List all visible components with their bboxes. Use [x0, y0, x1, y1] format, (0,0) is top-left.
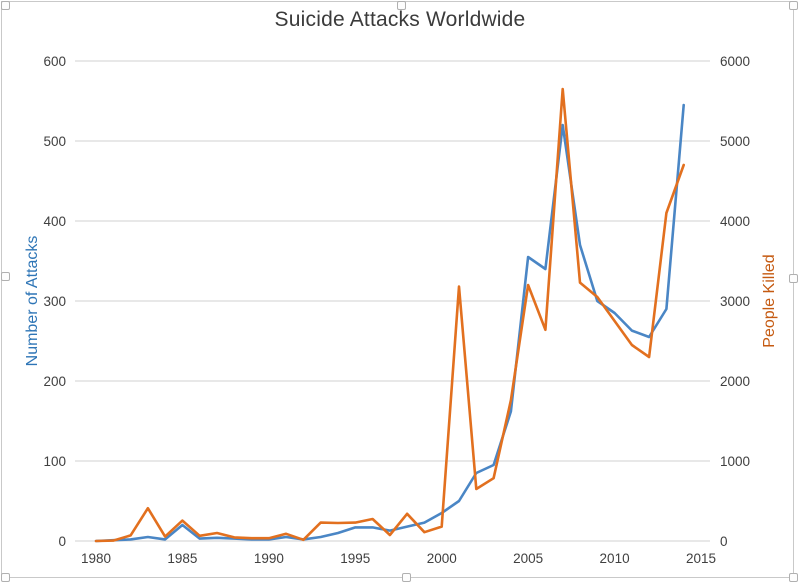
resize-handle-nw[interactable] — [1, 1, 10, 10]
resize-handle-se[interactable] — [789, 573, 798, 582]
y-right-tick-label: 5000 — [720, 134, 750, 149]
killed-line — [94, 87, 686, 543]
resize-handle-n[interactable] — [397, 1, 406, 10]
resize-handle-w[interactable] — [1, 272, 10, 281]
y-left-tick-label: 300 — [43, 294, 66, 309]
resize-handle-sw[interactable] — [1, 573, 10, 582]
x-tick-label: 2000 — [427, 551, 457, 566]
y-right-tick-label: 1000 — [720, 454, 750, 469]
gridlines — [75, 60, 710, 542]
y-right-tick-label: 2000 — [720, 374, 750, 389]
y-left-tick-label: 200 — [43, 374, 66, 389]
chart-title: Suicide Attacks Worldwide — [274, 8, 526, 31]
x-tick-label: 2005 — [513, 551, 543, 566]
y-right-tick-label: 3000 — [720, 294, 750, 309]
y-right-tick-label: 6000 — [720, 54, 750, 69]
x-tick-label: 1995 — [340, 551, 370, 566]
x-tick-label: 2010 — [600, 551, 630, 566]
y-left-tick-label: 600 — [43, 54, 66, 69]
resize-handle-s[interactable] — [402, 573, 411, 582]
x-tick-label: 1990 — [254, 551, 284, 566]
x-tick-label: 1980 — [81, 551, 111, 566]
attacks-line — [94, 103, 686, 543]
y-left-tick-label: 0 — [58, 534, 66, 549]
series-lines — [94, 87, 686, 543]
y-left-tick-label: 500 — [43, 134, 66, 149]
y-left-tick-label: 100 — [43, 454, 66, 469]
y-right-tick-label: 0 — [720, 534, 728, 549]
y-left-tick-label: 400 — [43, 214, 66, 229]
y-right-tick-label: 4000 — [720, 214, 750, 229]
x-tick-label: 2015 — [686, 551, 716, 566]
resize-handle-ne[interactable] — [789, 1, 798, 10]
x-tick-label: 1985 — [167, 551, 197, 566]
axis-tick-labels: 0100200300400500600010002000300040005000… — [43, 54, 750, 566]
resize-handle-e[interactable] — [789, 274, 798, 283]
